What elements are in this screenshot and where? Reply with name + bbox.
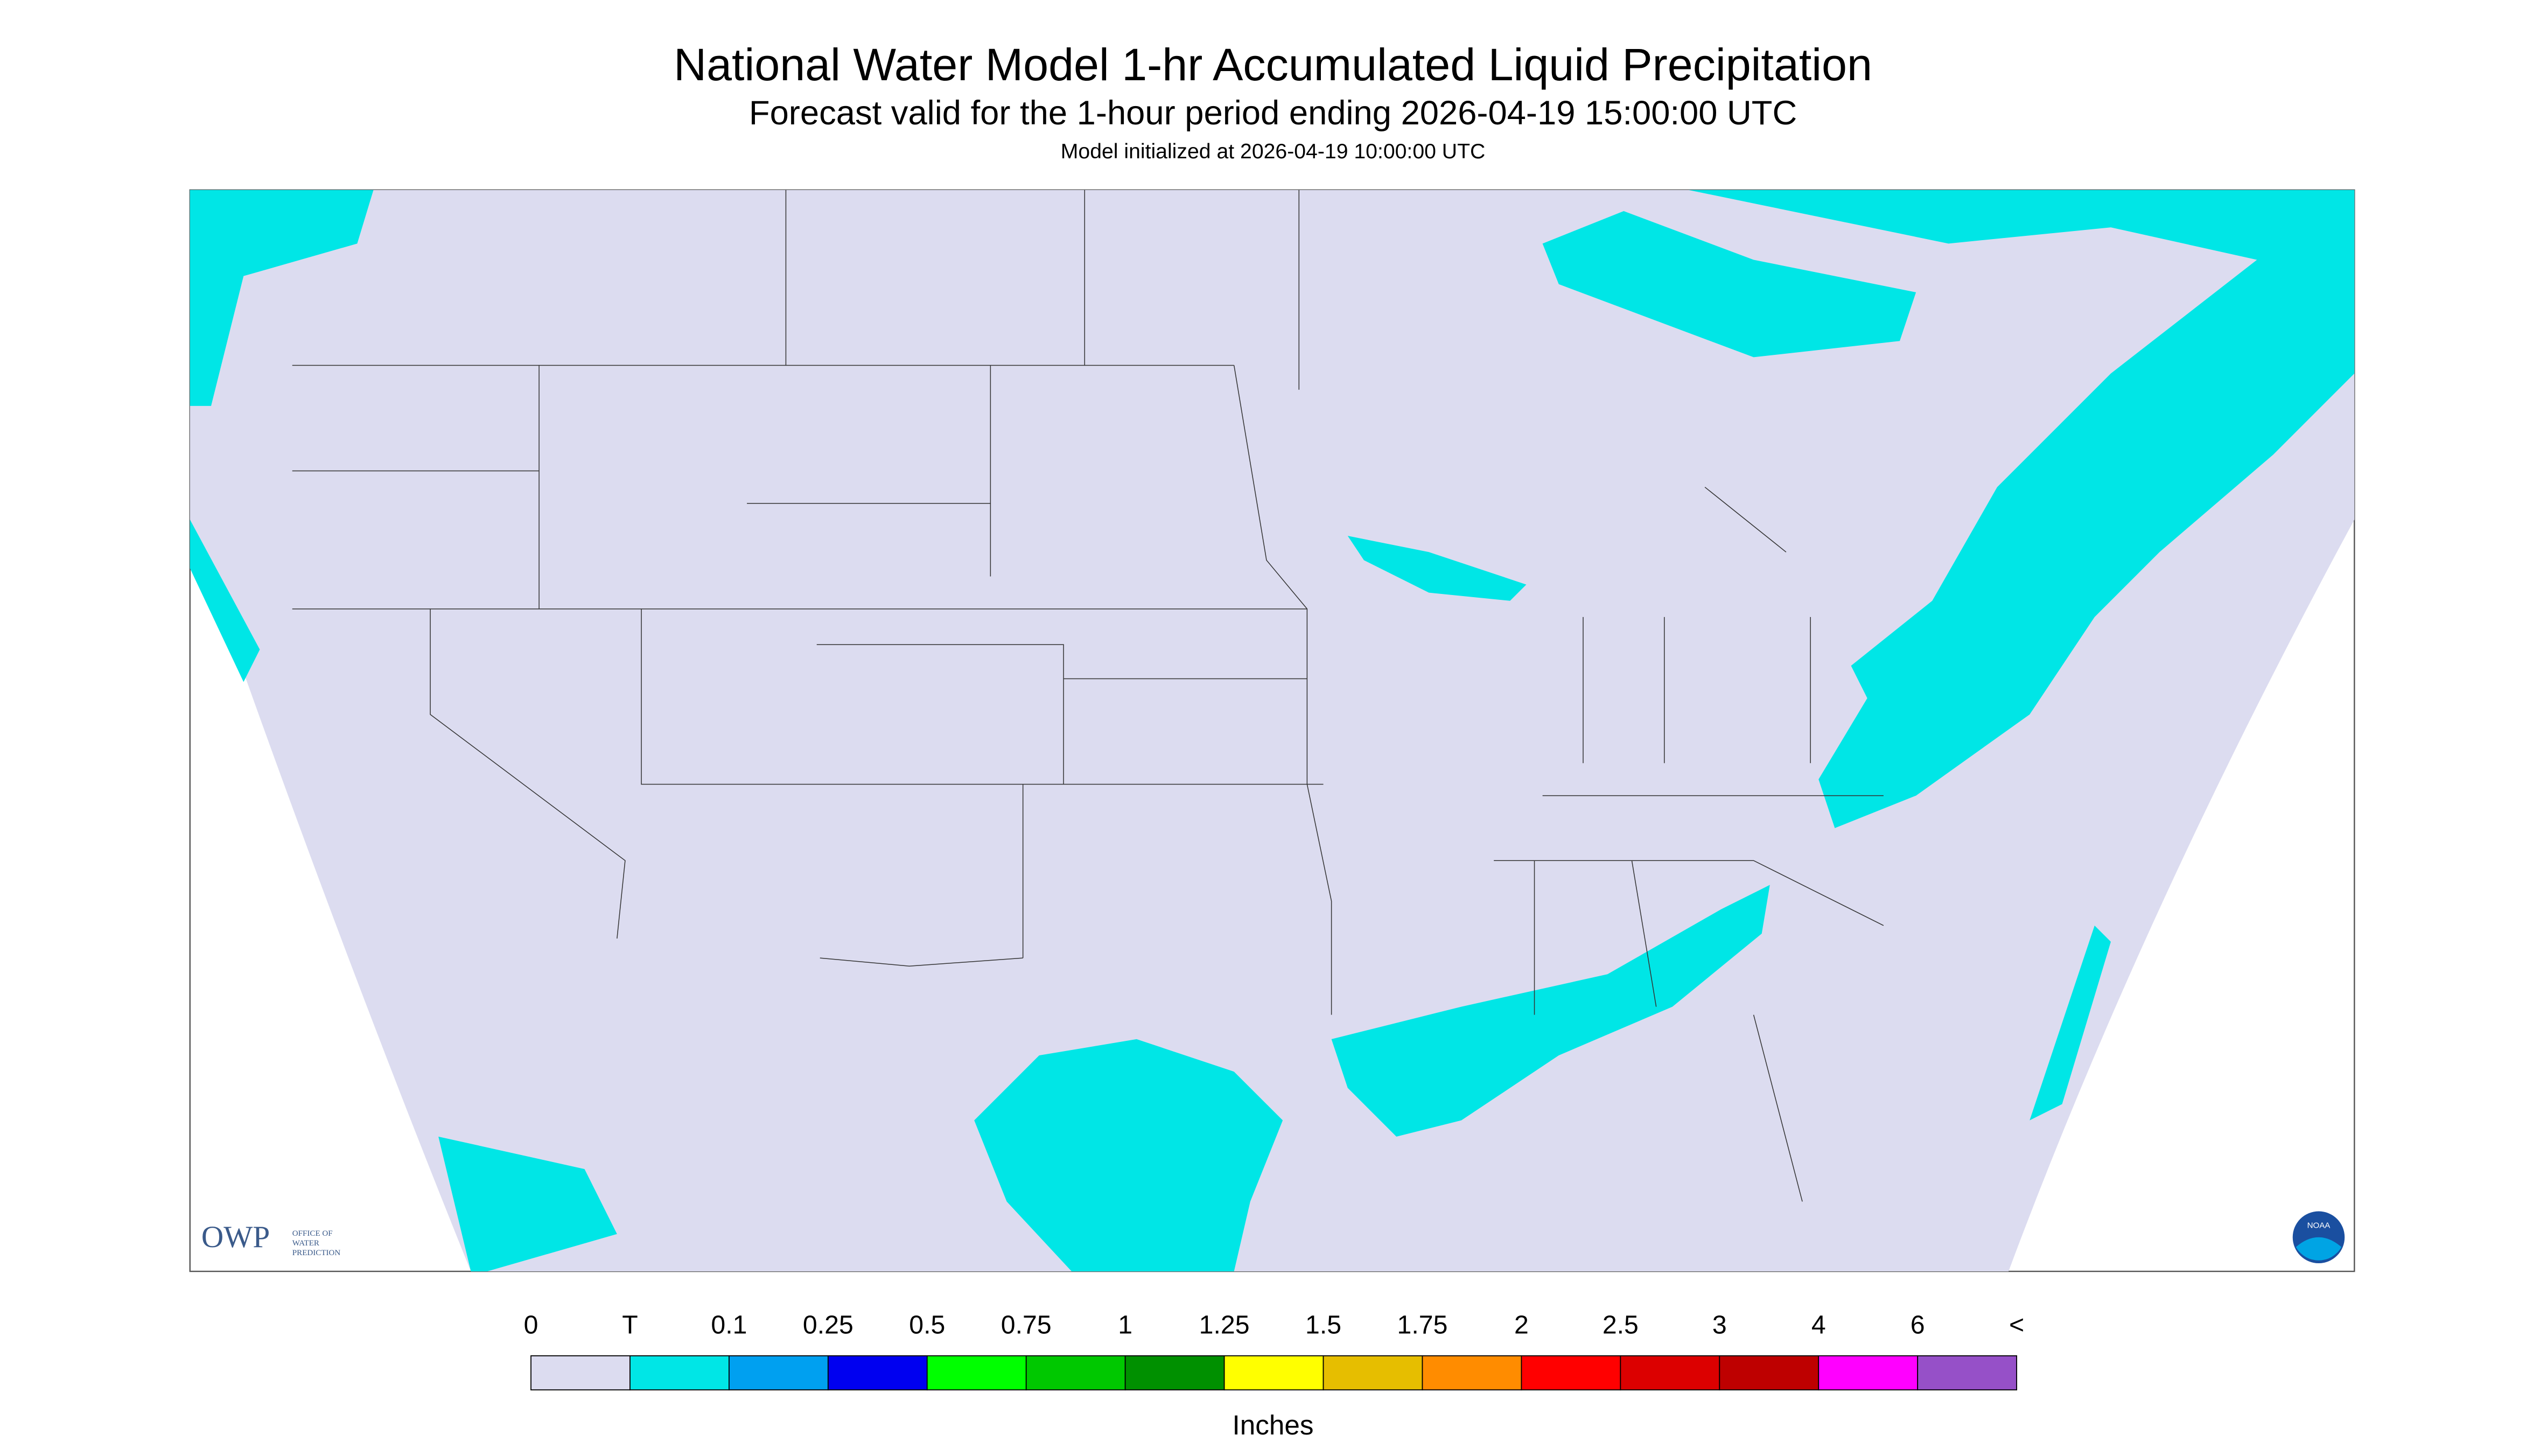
noaa-wave <box>2296 1237 2342 1261</box>
precip-areas <box>190 190 2355 1272</box>
owp-name: OFFICE OF <box>292 1229 333 1238</box>
borders <box>292 190 1884 1202</box>
legend-swatch <box>1818 1355 1919 1391</box>
legend-swatch <box>1917 1355 2018 1391</box>
legend-label: 2 <box>1514 1310 1529 1339</box>
legend-swatch <box>1719 1355 1820 1391</box>
legend-swatch <box>1124 1355 1225 1391</box>
precip-west-coast <box>190 519 260 682</box>
legend-unit: Inches <box>1233 1410 1314 1440</box>
legend-swatch <box>1025 1355 1126 1391</box>
legend-swatch <box>530 1355 631 1391</box>
legend-swatch <box>629 1355 730 1391</box>
subtitle: Forecast valid for the 1-hour period end… <box>749 94 1797 132</box>
legend: Inches 0 T 0.1 0.25 0.5 0.75 1 1.25 1.5 1.75 2 2.5 3… <box>524 1310 2025 1440</box>
title: National Water Model 1-hr Accumulated Li… <box>674 39 1872 90</box>
map: OWP OFFICE OF WATER PREDICTION NOAA <box>189 189 2355 1272</box>
legend-label: 1.75 <box>1397 1310 1448 1339</box>
precip-atlantic <box>2030 925 2111 1121</box>
legend-label: 0.5 <box>909 1310 945 1339</box>
legend-label: 3 <box>1712 1310 1727 1339</box>
precip-wisconsin <box>1347 536 1527 601</box>
legend-swatch <box>1521 1355 1621 1391</box>
precip-northwest <box>190 190 374 406</box>
legend-label: 1.25 <box>1199 1310 1250 1339</box>
legend-swatch <box>729 1355 829 1391</box>
precip-texas <box>974 1039 1283 1272</box>
domain <box>190 190 2355 1272</box>
legend-label: 0.1 <box>711 1310 747 1339</box>
owp-logo: OWP <box>201 1220 270 1254</box>
legend-label: T <box>622 1310 638 1339</box>
legend-swatch <box>1620 1355 1720 1391</box>
legend-label: 6 <box>1911 1310 1925 1339</box>
precip-gulf <box>1331 885 1770 1137</box>
noaa-text: NOAA <box>2307 1221 2331 1230</box>
legend-swatch <box>1323 1355 1423 1391</box>
init-time: Model initialized at 2026-04-19 10:00:00… <box>1061 140 1486 163</box>
legend-label: 1 <box>1118 1310 1132 1339</box>
owp-name: WATER <box>292 1239 320 1248</box>
legend-label: 4 <box>1811 1310 1826 1339</box>
legend-label: < <box>2009 1310 2024 1339</box>
legend-label: 0.25 <box>803 1310 853 1339</box>
legend-label: 0 <box>524 1310 538 1339</box>
precip-canada <box>1542 211 1916 358</box>
precip-pacific <box>438 1136 617 1272</box>
precip-northeast <box>1689 190 2355 828</box>
legend-swatch <box>1422 1355 1522 1391</box>
legend-label: 2.5 <box>1603 1310 1639 1339</box>
legend-swatch <box>926 1355 1027 1391</box>
legend-swatch <box>827 1355 928 1391</box>
legend-label: 0.75 <box>1001 1310 1052 1339</box>
owp-name: PREDICTION <box>292 1249 341 1257</box>
legend-swatch <box>1223 1355 1324 1391</box>
legend-label: 1.5 <box>1305 1310 1341 1339</box>
